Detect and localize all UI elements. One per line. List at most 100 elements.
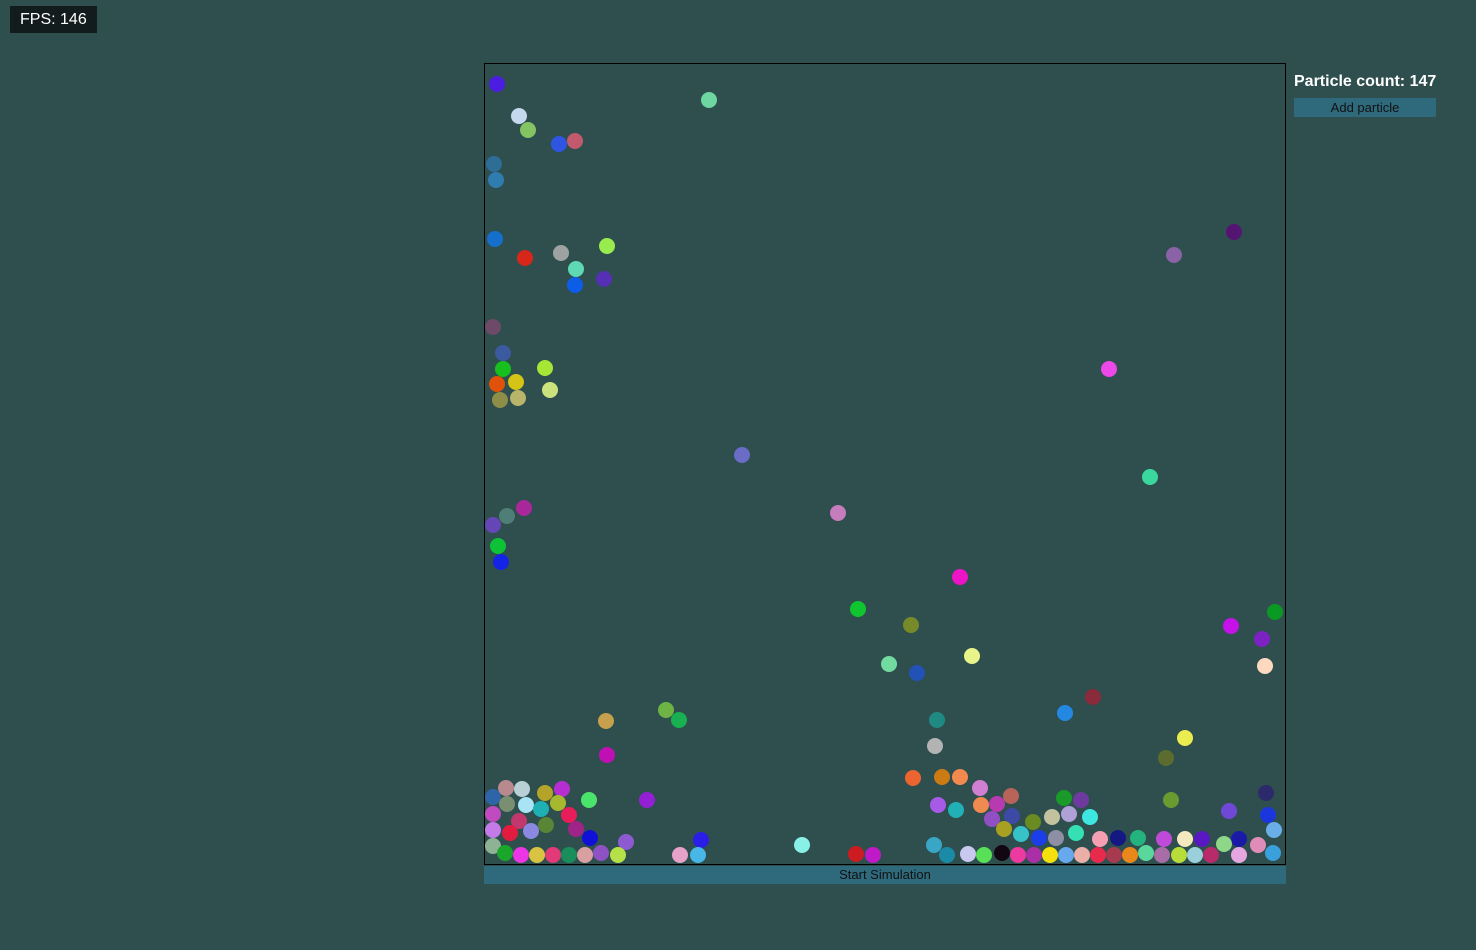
particle (488, 172, 504, 188)
particle (1203, 847, 1219, 863)
particle (485, 806, 501, 822)
particle (850, 601, 866, 617)
particle (581, 792, 597, 808)
particle (511, 108, 527, 124)
particle (499, 508, 515, 524)
particle (1138, 845, 1154, 861)
fps-value: 146 (60, 11, 87, 28)
particle (934, 769, 950, 785)
particle (533, 801, 549, 817)
particle (568, 261, 584, 277)
particle (551, 136, 567, 152)
particle (485, 319, 501, 335)
particle (499, 796, 515, 812)
particle (567, 133, 583, 149)
particle (973, 797, 989, 813)
particle (1106, 847, 1122, 863)
particle (1058, 847, 1074, 863)
particle (672, 847, 688, 863)
particle (1158, 750, 1174, 766)
particle (1154, 847, 1170, 863)
particle (1177, 831, 1193, 847)
particle (1130, 830, 1146, 846)
particle (1048, 830, 1064, 846)
particle (520, 122, 536, 138)
particle (489, 76, 505, 92)
particle (976, 847, 992, 863)
particle (865, 847, 881, 863)
fps-counter: FPS: 146 (10, 6, 97, 33)
particle (1231, 847, 1247, 863)
particle (996, 821, 1012, 837)
particle (618, 834, 634, 850)
particle (1250, 837, 1266, 853)
particle (1026, 847, 1042, 863)
particle (561, 807, 577, 823)
particle (794, 837, 810, 853)
particle (513, 847, 529, 863)
particle (495, 361, 511, 377)
particle (542, 382, 558, 398)
particle (1187, 847, 1203, 863)
particle (639, 792, 655, 808)
particle (593, 845, 609, 861)
particle (1122, 847, 1138, 863)
particle (994, 845, 1010, 861)
particle (1142, 469, 1158, 485)
particle (568, 821, 584, 837)
particle (881, 656, 897, 672)
particle (550, 795, 566, 811)
particle (905, 770, 921, 786)
particle (1194, 831, 1210, 847)
add-particle-button[interactable]: Add particle (1294, 98, 1436, 117)
particle-count-label: Particle count: (1294, 73, 1406, 90)
particle (964, 648, 980, 664)
particle (486, 156, 502, 172)
particle (553, 245, 569, 261)
particle (518, 797, 534, 813)
particle (485, 517, 501, 533)
particle (690, 847, 706, 863)
particle (909, 665, 925, 681)
particle (508, 374, 524, 390)
particle (701, 92, 717, 108)
particle (502, 825, 518, 841)
particle (510, 390, 526, 406)
particle (537, 785, 553, 801)
simulation-canvas[interactable] (484, 63, 1286, 865)
particle (952, 769, 968, 785)
particle (927, 738, 943, 754)
particle (1231, 831, 1247, 847)
particle (545, 847, 561, 863)
particle (1057, 705, 1073, 721)
particle (939, 847, 955, 863)
start-simulation-button[interactable]: Start Simulation (484, 866, 1286, 884)
particle (495, 345, 511, 361)
particle (485, 822, 501, 838)
particle (1090, 847, 1106, 863)
particle (1260, 807, 1276, 823)
particle (1163, 792, 1179, 808)
particle (1085, 689, 1101, 705)
particle (693, 832, 709, 848)
particle (1004, 808, 1020, 824)
particle (1010, 847, 1026, 863)
particle (1061, 806, 1077, 822)
particle (538, 817, 554, 833)
particle (1257, 658, 1273, 674)
particle (929, 712, 945, 728)
particle (903, 617, 919, 633)
particle (567, 277, 583, 293)
particle (1042, 847, 1058, 863)
particle (1110, 830, 1126, 846)
particle (1226, 224, 1242, 240)
particle (926, 837, 942, 853)
particle (598, 713, 614, 729)
particle (493, 554, 509, 570)
particle (599, 238, 615, 254)
particle (487, 231, 503, 247)
particle (610, 847, 626, 863)
particle (1254, 631, 1270, 647)
fps-label: FPS: (20, 11, 56, 28)
particle (490, 538, 506, 554)
